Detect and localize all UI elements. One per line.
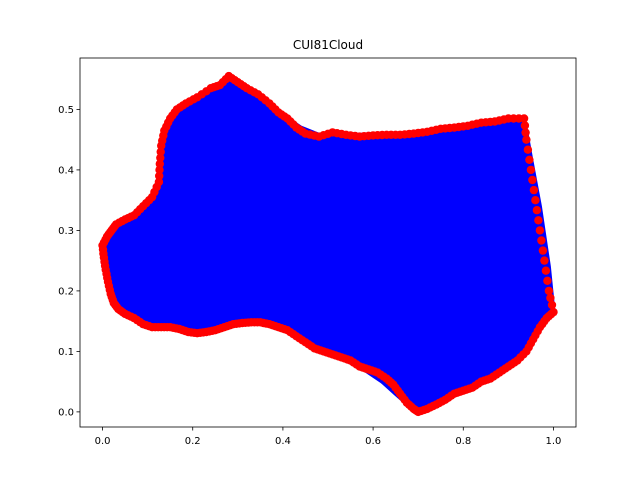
x-tick-label: 0.6 [365, 436, 381, 447]
y-tick-label: 0.1 [58, 347, 74, 358]
x-axis: 0.0 0.2 0.4 0.6 0.8 1.0 [95, 427, 562, 447]
chart-title: CUI81Cloud [293, 38, 363, 52]
boundary-point [528, 175, 537, 185]
boundary-point [155, 165, 164, 175]
boundary-point [155, 171, 164, 181]
boundary-point [155, 159, 164, 169]
y-tick-label: 0.0 [58, 407, 74, 418]
y-tick-label: 0.5 [58, 105, 74, 116]
boundary-point [543, 276, 552, 285]
x-tick-label: 1.0 [546, 436, 562, 447]
boundary-point [156, 147, 165, 156]
boundary-point [537, 236, 546, 245]
x-tick-label: 0.0 [95, 436, 111, 447]
boundary-point [98, 245, 108, 254]
boundary-point [535, 226, 545, 235]
boundary-point [526, 165, 536, 175]
axes-frame [79, 57, 577, 428]
boundary-point [532, 206, 542, 215]
boundary-point [541, 266, 551, 275]
x-tick-label: 0.8 [455, 436, 471, 447]
x-tick-label: 0.4 [275, 436, 291, 447]
boundary-points-layer [98, 71, 558, 417]
boundary-point [534, 216, 543, 225]
boundary-point [525, 155, 534, 164]
boundary-point [522, 135, 531, 144]
y-tick-label: 0.2 [58, 286, 74, 297]
boundary-point [519, 114, 529, 123]
boundary-point [544, 286, 554, 296]
boundary-point [520, 121, 530, 130]
boundary-point [546, 293, 555, 303]
boundary-point [156, 153, 165, 162]
boundary-point [523, 145, 533, 154]
boundary-point [540, 256, 549, 265]
boundary-point [154, 177, 164, 187]
boundary-point [538, 246, 548, 255]
plot-area [79, 57, 577, 428]
boundary-point [521, 128, 530, 137]
y-axis: 0.0 0.1 0.2 0.3 0.4 0.5 [58, 105, 80, 418]
boundary-point [531, 196, 540, 205]
boundary-point [529, 185, 539, 195]
y-tick-label: 0.3 [58, 226, 74, 237]
x-tick-label: 0.2 [185, 436, 201, 447]
y-tick-label: 0.4 [58, 165, 74, 176]
boundary-point [547, 300, 557, 310]
